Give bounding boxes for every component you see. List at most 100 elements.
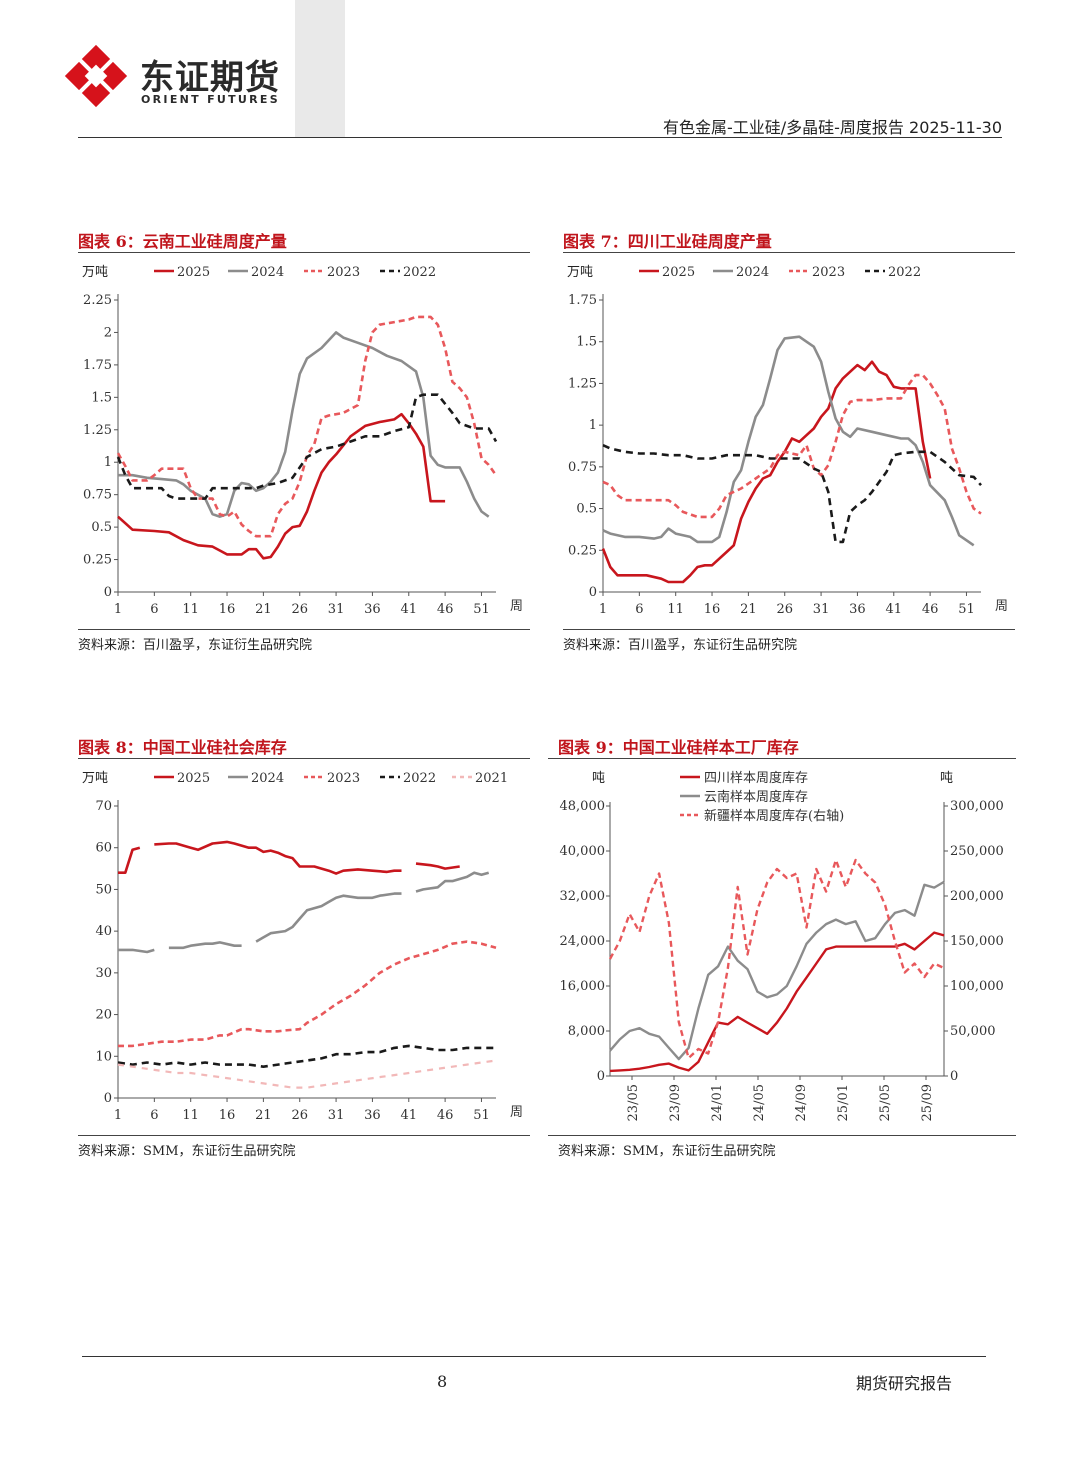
- x-tick-label: 11: [667, 602, 684, 617]
- left-tick-label: 0: [597, 1069, 605, 1084]
- x-tick-label: 16: [704, 602, 721, 617]
- legend-label-2025: 2025: [177, 771, 210, 786]
- x-tick-label: 1: [114, 602, 122, 617]
- y-tick-label: 1: [589, 418, 597, 433]
- x-tick-label: 1: [599, 602, 607, 617]
- series-line-2025: [117, 412, 446, 560]
- x-tick-label: 25/05: [878, 1084, 893, 1121]
- series-line-2024: [168, 941, 242, 950]
- series-line-0: [609, 931, 945, 1073]
- legend-label-2025: 2025: [662, 265, 695, 280]
- left-tick-label: 8,000: [568, 1024, 605, 1039]
- yunnan-weekly-output-chart: 万吨 2025 2024 2023 2022 0 0.25 0.5 0.75 1 1.25 1.5 1.…: [82, 265, 523, 617]
- logo-name: 东证期货: [140, 58, 280, 98]
- x-tick-label: 21: [255, 602, 272, 617]
- figure-title: 图表 7：四川工业硅周度产量: [563, 232, 772, 251]
- source-divider: [78, 629, 530, 630]
- footer-label: 期货研究报告: [855, 1374, 952, 1393]
- y-tick-label: 50: [95, 882, 112, 897]
- y-tick-label: 0.5: [576, 502, 597, 517]
- figure-6-panel: 图表 6：云南工业硅周度产量 万吨 2025 2024 2023 2022 0 0.25 0.…: [78, 228, 530, 668]
- figure-7-panel: 图表 7：四川工业硅周度产量 万吨 2025 2024 2023 2022 0 0.25 0.…: [563, 228, 1015, 668]
- y-tick-label: 2.25: [83, 293, 112, 308]
- x-tick-label: 41: [885, 602, 902, 617]
- y-tick-label: 0.25: [83, 553, 112, 568]
- series-line-2021: [117, 1059, 497, 1089]
- left-tick-label: 32,000: [560, 889, 606, 904]
- y-tick-label: 0: [104, 1091, 112, 1106]
- right-axis-unit: 吨: [940, 771, 953, 786]
- x-tick-label: 6: [635, 602, 643, 617]
- y-axis-unit: 万吨: [82, 265, 108, 280]
- legend-label-2023: 2023: [327, 265, 360, 280]
- y-tick-label: 0.5: [91, 520, 112, 535]
- legend-label-2024: 2024: [736, 265, 769, 280]
- legend-label-2021: 2021: [475, 771, 508, 786]
- y-tick-label: 20: [95, 1008, 112, 1023]
- x-tick-label: 11: [182, 1108, 199, 1123]
- legend-label-2024: 2024: [251, 771, 284, 786]
- series-line-2024: [118, 948, 155, 954]
- x-tick-label: 25/01: [836, 1084, 851, 1121]
- series-line-2025: [415, 862, 460, 870]
- left-tick-label: 40,000: [560, 844, 606, 859]
- right-tick-label: 50,000: [950, 1024, 996, 1039]
- x-tick-label: 51: [473, 602, 490, 617]
- source-divider: [548, 1135, 1016, 1136]
- x-tick-label: 36: [364, 1108, 381, 1123]
- legend-label-2023: 2023: [812, 265, 845, 280]
- x-tick-label: 36: [364, 602, 381, 617]
- y-tick-label: 0.75: [83, 488, 112, 503]
- x-tick-label: 46: [437, 602, 454, 617]
- x-tick-label: 23/05: [626, 1084, 641, 1121]
- legend-label-2022: 2022: [403, 265, 436, 280]
- y-tick-label: 60: [95, 841, 112, 856]
- page-number: 8: [437, 1372, 448, 1391]
- series-line-2022: [602, 444, 982, 544]
- x-tick-label: 41: [400, 602, 417, 617]
- data-source: 资料来源：百川盈孚，东证衍生品研究院: [78, 638, 313, 653]
- x-tick-label: 11: [182, 602, 199, 617]
- x-tick-label: 31: [328, 1108, 345, 1123]
- y-tick-label: 0.75: [568, 460, 597, 475]
- source-divider: [563, 629, 1015, 630]
- x-tick-label: 36: [849, 602, 866, 617]
- legend-label-0: 四川样本周度库存: [704, 770, 808, 786]
- figure-title: 图表 6：云南工业硅周度产量: [78, 232, 287, 251]
- series-line-1: [609, 880, 945, 1061]
- left-tick-label: 48,000: [560, 799, 606, 814]
- right-tick-label: 150,000: [950, 934, 1004, 949]
- y-tick-label: 1.75: [568, 293, 597, 308]
- data-source: 资料来源：百川盈孚，东证衍生品研究院: [563, 638, 798, 653]
- x-tick-label: 16: [219, 1108, 236, 1123]
- series-line-2025: [601, 360, 932, 584]
- right-tick-label: 250,000: [950, 844, 1004, 859]
- y-tick-label: 10: [95, 1049, 112, 1064]
- x-tick-label: 46: [437, 1108, 454, 1123]
- legend-label-2: 新疆样本周度库存(右轴): [704, 808, 844, 824]
- y-tick-label: 0: [589, 585, 597, 600]
- legend-label-2024: 2024: [251, 265, 284, 280]
- right-tick-label: 100,000: [950, 979, 1004, 994]
- left-axis-unit: 吨: [592, 771, 605, 786]
- series-line-2024: [255, 892, 402, 943]
- left-tick-label: 16,000: [560, 979, 606, 994]
- y-tick-label: 1.25: [568, 376, 597, 391]
- data-source: 资料来源：SMM，东证衍生品研究院: [78, 1144, 296, 1159]
- x-axis-unit: 周: [510, 599, 523, 614]
- x-tick-label: 26: [776, 602, 793, 617]
- x-tick-label: 6: [150, 1108, 158, 1123]
- x-tick-label: 26: [291, 1108, 308, 1123]
- series-line-2025: [154, 840, 402, 875]
- figure-9-panel: 图表 9：中国工业硅样本工厂库存 吨 吨 四川样本周度库存 云南样本周度库存 新疆样本周…: [548, 734, 1016, 1174]
- x-axis-unit: 周: [995, 599, 1008, 614]
- left-tick-label: 24,000: [560, 934, 606, 949]
- x-tick-label: 16: [219, 602, 236, 617]
- legend-label-2023: 2023: [327, 771, 360, 786]
- figure-title: 图表 9：中国工业硅样本工厂库存: [558, 738, 799, 757]
- header-divider: [78, 137, 1002, 138]
- source-divider: [78, 1135, 530, 1136]
- x-tick-label: 25/09: [920, 1084, 935, 1121]
- series-line-2: [608, 858, 945, 1060]
- series-line-2024: [602, 335, 975, 547]
